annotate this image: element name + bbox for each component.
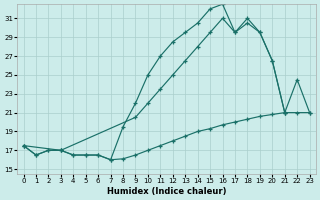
X-axis label: Humidex (Indice chaleur): Humidex (Indice chaleur) — [107, 187, 226, 196]
